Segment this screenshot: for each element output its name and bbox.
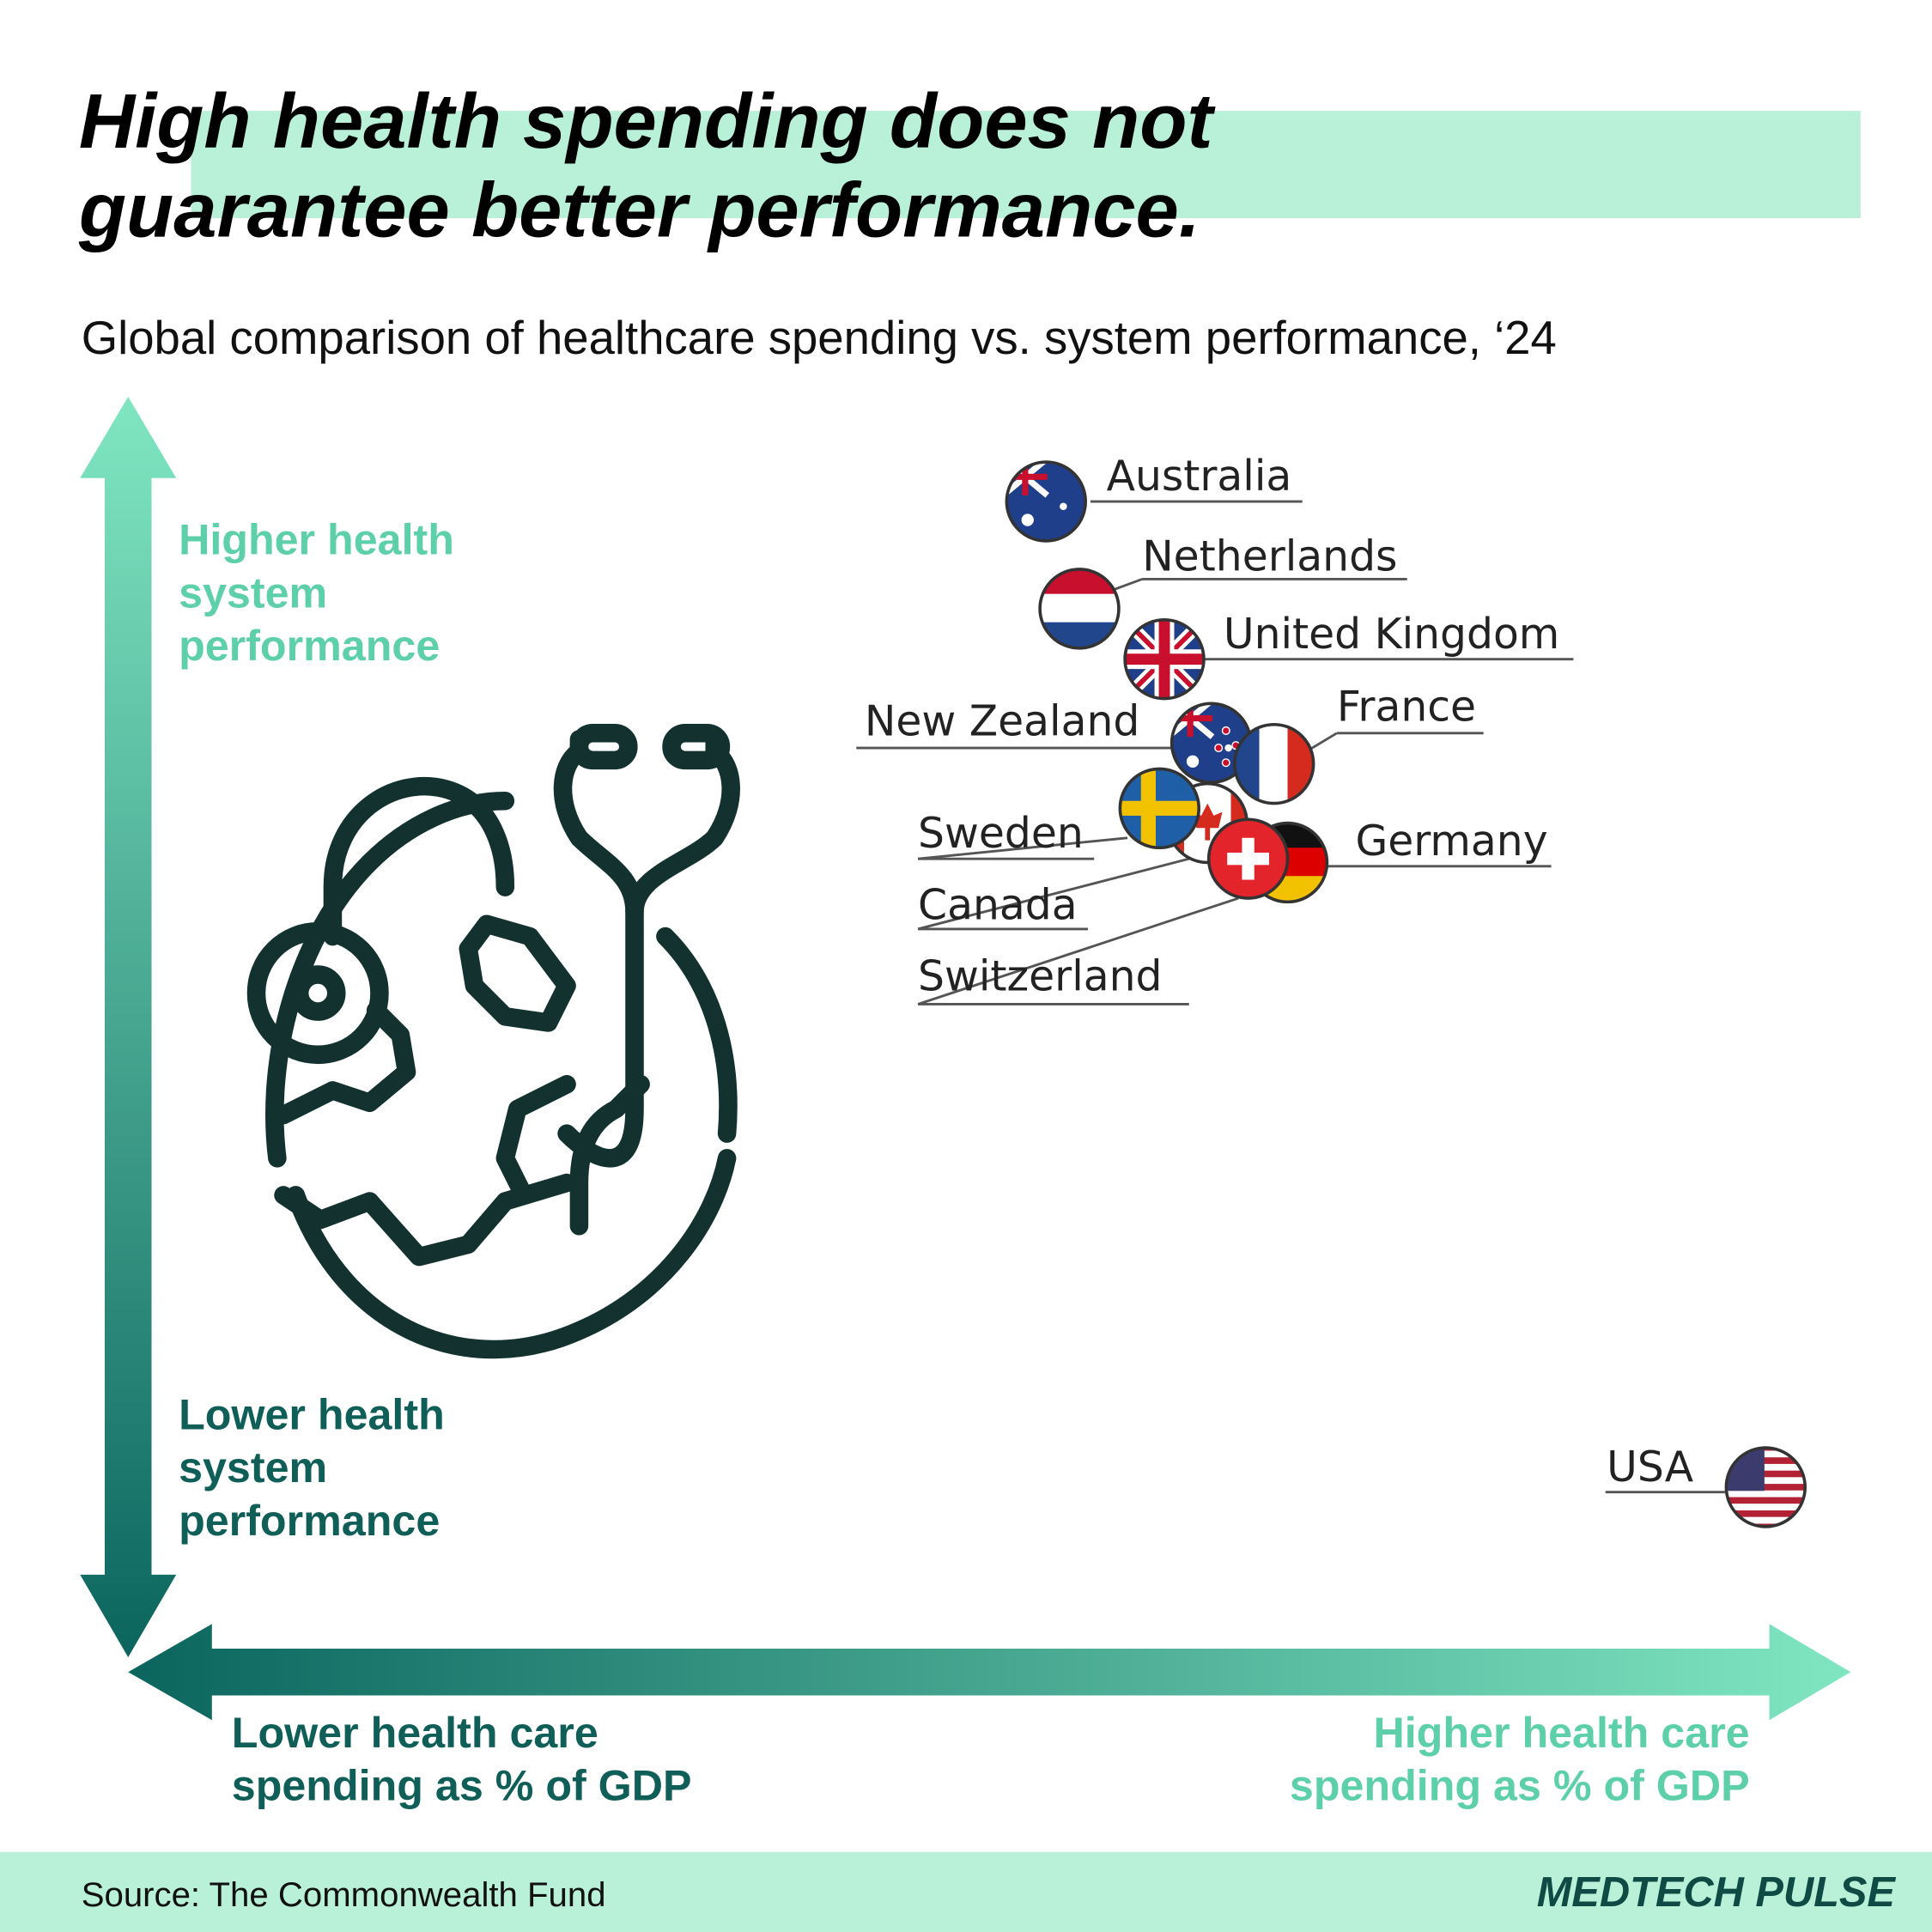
flag-part [1726, 1448, 1765, 1492]
axis-label: Lower health care [232, 1709, 598, 1757]
y-axis-arrow [80, 397, 177, 1658]
axis-label: Higher health care [1373, 1709, 1749, 1757]
flag-part [1221, 758, 1230, 768]
flag-outline [1123, 617, 1206, 701]
axis-label: performance [179, 622, 440, 670]
flag-part [1214, 743, 1224, 753]
axis-label: spending as % of GDP [1290, 1761, 1750, 1809]
flag-part [1259, 724, 1289, 804]
flag-part [1186, 755, 1200, 768]
title-line: guarantee better performance. [78, 167, 1200, 254]
country-label: United Kingdom [1224, 610, 1559, 659]
country-flag [1006, 462, 1086, 541]
subtitle: Global comparison of healthcare spending… [82, 312, 1557, 364]
flag-part [1726, 1477, 1806, 1485]
flag-part [1726, 1470, 1806, 1478]
flag-part [1726, 1510, 1806, 1517]
flag-outline [1038, 568, 1121, 650]
flag-part [1726, 1504, 1806, 1511]
country-label: Netherlands [1142, 532, 1397, 580]
title-line: High health spending does not [79, 78, 1217, 165]
flag-part [1726, 1516, 1806, 1524]
country-flag [1208, 819, 1288, 899]
flag-part [1120, 800, 1200, 816]
country-label: New Zealand [865, 697, 1139, 746]
flag-part [1726, 1490, 1806, 1498]
flag-part [1040, 593, 1119, 624]
axis-label: system [179, 568, 327, 617]
leader-line [917, 836, 1128, 860]
flag-part [1227, 852, 1269, 866]
axis-label: Lower health [179, 1391, 445, 1439]
country-flag [1125, 619, 1204, 699]
axis-label: spending as % of GDP [232, 1761, 692, 1809]
flag-part [1726, 1457, 1806, 1464]
flag-outline [1233, 722, 1315, 805]
flag-part [1726, 1484, 1806, 1491]
leader-line [917, 896, 1239, 1005]
country-flag [1726, 1448, 1806, 1527]
country-flag [1040, 568, 1119, 648]
axis-label: Higher health [179, 516, 454, 564]
leader-line [917, 857, 1190, 931]
country-label: USA [1607, 1443, 1693, 1492]
country-label: Australia [1107, 452, 1292, 501]
flag-part [1224, 744, 1232, 752]
flag-outline [1206, 817, 1290, 900]
flag-part [1726, 1450, 1806, 1458]
title-highlight [191, 111, 1861, 218]
country-label: Canada [918, 880, 1078, 929]
flag-part [1021, 513, 1034, 526]
flag-part [1125, 619, 1204, 699]
country-label: Sweden [918, 809, 1084, 858]
flag-part [1221, 726, 1230, 735]
source: Source: The Commonwealth Fund [82, 1875, 606, 1914]
brand: MEDTECH PULSE [1537, 1869, 1897, 1916]
flag-part [1193, 803, 1223, 841]
country-flag [1120, 769, 1200, 848]
axis-label: performance [179, 1497, 440, 1545]
country-label: Germany [1355, 817, 1547, 866]
axis-label: system [179, 1443, 327, 1492]
x-axis-arrow [128, 1624, 1851, 1721]
flag-part [1726, 1463, 1806, 1471]
flag-part [1726, 1497, 1806, 1504]
country-label: Switzerland [918, 952, 1162, 1001]
flag-outline [1118, 767, 1200, 850]
flag-part [1060, 502, 1067, 511]
footer-band [0, 1851, 1932, 1932]
flag-outline [1005, 460, 1087, 543]
globe-stethoscope-icon [246, 724, 740, 1359]
country-label: France [1337, 682, 1476, 731]
flag-outline [1724, 1446, 1807, 1528]
